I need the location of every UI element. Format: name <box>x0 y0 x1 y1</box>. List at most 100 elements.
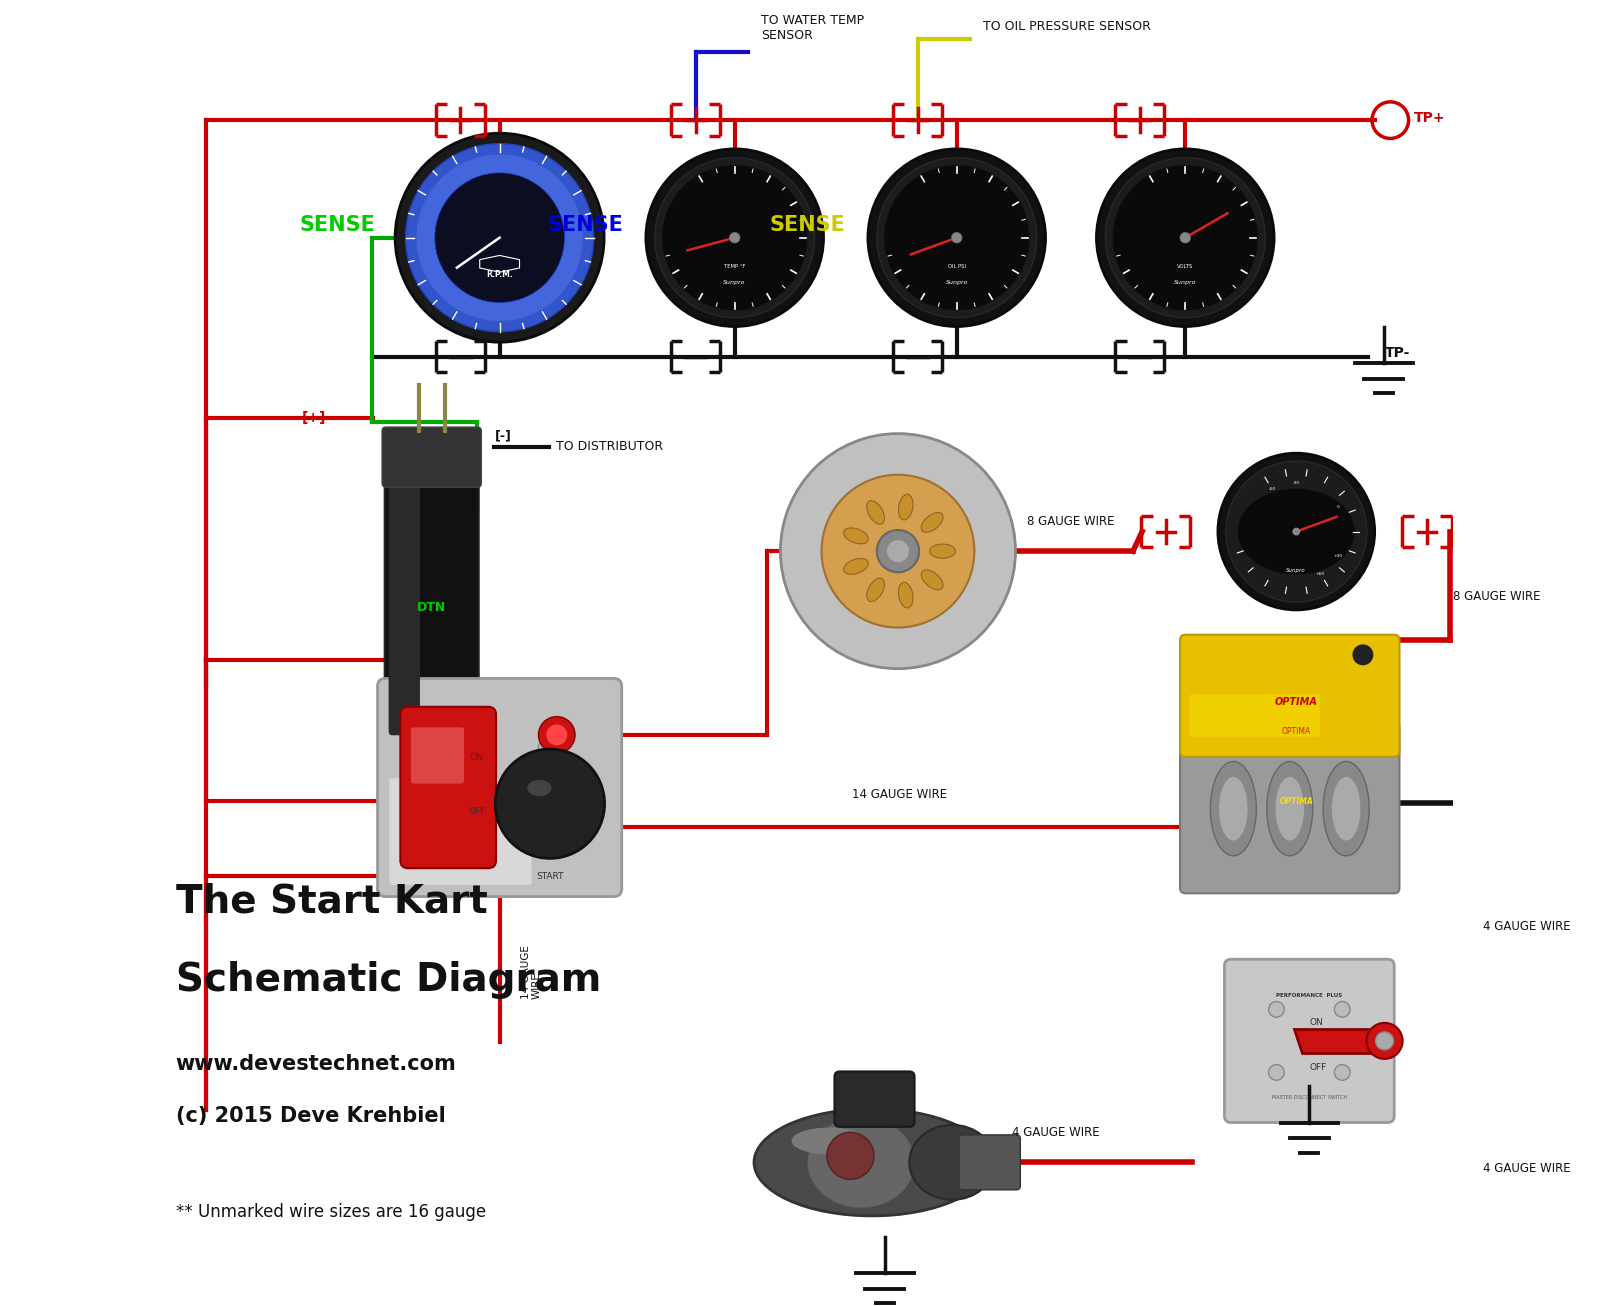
FancyBboxPatch shape <box>389 453 419 735</box>
Ellipse shape <box>1219 776 1248 841</box>
Text: 0: 0 <box>1338 505 1339 509</box>
FancyBboxPatch shape <box>400 707 496 868</box>
Ellipse shape <box>843 528 869 543</box>
Ellipse shape <box>899 495 914 520</box>
FancyBboxPatch shape <box>1181 721 1400 893</box>
FancyBboxPatch shape <box>1181 635 1400 756</box>
Text: VOLTS: VOLTS <box>1178 264 1194 269</box>
FancyBboxPatch shape <box>389 778 531 885</box>
Text: (c) 2015 Deve Krehbiel: (c) 2015 Deve Krehbiel <box>176 1106 445 1126</box>
Circle shape <box>1334 1002 1350 1017</box>
Circle shape <box>662 165 808 311</box>
Circle shape <box>730 232 741 243</box>
Circle shape <box>877 530 918 572</box>
Text: SENSE: SENSE <box>547 214 624 235</box>
Ellipse shape <box>867 500 885 524</box>
Circle shape <box>1112 165 1258 311</box>
Text: TO OIL PRESSURE SENSOR: TO OIL PRESSURE SENSOR <box>982 20 1150 33</box>
Text: -60: -60 <box>1269 487 1275 491</box>
Ellipse shape <box>930 545 955 558</box>
Text: OIL PSI: OIL PSI <box>947 264 966 269</box>
Text: 4 GAUGE WIRE: 4 GAUGE WIRE <box>1483 921 1571 934</box>
Text: 14 GAUGE WIRE: 14 GAUGE WIRE <box>853 788 947 801</box>
Circle shape <box>1334 1064 1350 1080</box>
Text: MASTER DISCONNECT SWITCH: MASTER DISCONNECT SWITCH <box>1272 1096 1347 1101</box>
Circle shape <box>867 149 1045 326</box>
Text: ** Unmarked wire sizes are 16 gauge: ** Unmarked wire sizes are 16 gauge <box>176 1203 486 1221</box>
Text: OFF: OFF <box>469 807 485 816</box>
Text: OFF: OFF <box>1309 1063 1326 1072</box>
Text: Sunpro: Sunpro <box>723 279 746 285</box>
Text: SENSE: SENSE <box>299 214 376 235</box>
Circle shape <box>443 738 461 756</box>
Text: -30: -30 <box>1293 481 1299 485</box>
Circle shape <box>646 149 824 326</box>
Circle shape <box>883 165 1029 311</box>
Text: [-]: [-] <box>494 430 512 443</box>
Text: OPTIMA: OPTIMA <box>1282 727 1310 737</box>
Text: Sunpro: Sunpro <box>946 279 968 285</box>
Text: +30: +30 <box>1334 554 1342 558</box>
Text: SENSE: SENSE <box>770 214 846 235</box>
FancyBboxPatch shape <box>1224 959 1394 1122</box>
Circle shape <box>1366 1023 1403 1059</box>
Ellipse shape <box>899 582 914 607</box>
Text: Sunpro: Sunpro <box>1174 279 1197 285</box>
Ellipse shape <box>1323 761 1370 855</box>
Circle shape <box>1352 644 1373 665</box>
Ellipse shape <box>808 1117 915 1208</box>
Text: +60: +60 <box>1317 572 1325 576</box>
Ellipse shape <box>1210 761 1256 855</box>
Text: TP+: TP+ <box>1414 111 1445 124</box>
Ellipse shape <box>922 569 942 590</box>
Ellipse shape <box>867 579 885 602</box>
Circle shape <box>1269 1064 1285 1080</box>
FancyBboxPatch shape <box>1189 695 1320 737</box>
Text: Schematic Diagram: Schematic Diagram <box>176 961 602 999</box>
Text: R.P.M.: R.P.M. <box>486 270 514 278</box>
Text: 14 GAUGE
WIRE: 14 GAUGE WIRE <box>520 946 542 999</box>
Text: TEMP °F: TEMP °F <box>725 264 746 269</box>
Circle shape <box>781 434 1016 669</box>
Polygon shape <box>1294 1029 1390 1053</box>
Text: 8 GAUGE WIRE: 8 GAUGE WIRE <box>1027 515 1115 528</box>
Ellipse shape <box>1331 776 1360 841</box>
Ellipse shape <box>1237 488 1355 575</box>
FancyBboxPatch shape <box>411 727 464 784</box>
FancyBboxPatch shape <box>835 1071 915 1127</box>
Circle shape <box>1096 149 1274 326</box>
Text: ON: ON <box>470 752 483 761</box>
Text: OPTIMA: OPTIMA <box>1280 797 1314 806</box>
Ellipse shape <box>528 780 552 797</box>
Text: TO WATER TEMP
SENSOR: TO WATER TEMP SENSOR <box>762 14 864 42</box>
Circle shape <box>1293 528 1301 535</box>
Circle shape <box>827 1132 874 1179</box>
Circle shape <box>443 819 461 837</box>
Ellipse shape <box>922 512 942 533</box>
Circle shape <box>877 158 1037 317</box>
Circle shape <box>952 232 962 243</box>
Circle shape <box>821 475 974 628</box>
FancyBboxPatch shape <box>382 427 482 487</box>
Circle shape <box>1218 453 1374 610</box>
Text: 8 GAUGE WIRE: 8 GAUGE WIRE <box>1453 590 1541 603</box>
Ellipse shape <box>1275 776 1304 841</box>
Circle shape <box>1226 461 1366 602</box>
Ellipse shape <box>792 1127 867 1155</box>
Text: 4 GAUGE WIRE: 4 GAUGE WIRE <box>1011 1126 1099 1139</box>
Text: [+]: [+] <box>302 411 326 424</box>
Circle shape <box>539 738 557 756</box>
Text: The Start Kart: The Start Kart <box>176 883 488 921</box>
Circle shape <box>654 158 814 317</box>
FancyBboxPatch shape <box>378 679 622 896</box>
Text: TP-: TP- <box>1386 346 1411 359</box>
Ellipse shape <box>838 504 910 551</box>
Ellipse shape <box>754 1109 990 1216</box>
Text: 4 GAUGE WIRE: 4 GAUGE WIRE <box>1483 1162 1571 1174</box>
Circle shape <box>886 539 910 563</box>
Text: www.devestechnet.com: www.devestechnet.com <box>176 1054 456 1074</box>
Ellipse shape <box>1267 761 1312 855</box>
FancyBboxPatch shape <box>958 1135 1021 1190</box>
Text: TO DISTRIBUTOR: TO DISTRIBUTOR <box>555 440 662 453</box>
Circle shape <box>546 725 568 746</box>
